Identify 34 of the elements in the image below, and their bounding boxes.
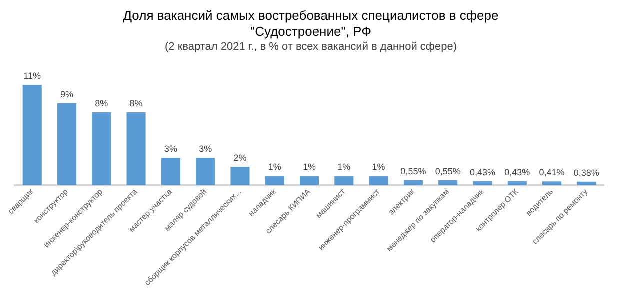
bar — [126, 112, 146, 186]
bar — [196, 158, 216, 186]
data-label: 9% — [60, 89, 74, 100]
data-label: 3% — [164, 144, 178, 154]
bar — [473, 181, 492, 186]
data-label: 0,55% — [400, 166, 426, 176]
bar — [438, 180, 458, 186]
data-label: 11% — [24, 71, 42, 82]
bar — [404, 180, 423, 186]
data-label: 8% — [130, 98, 143, 108]
data-label: 3% — [199, 144, 212, 154]
bar — [161, 158, 180, 186]
bar — [22, 85, 42, 186]
bar — [300, 176, 320, 186]
data-label: 0,38% — [574, 168, 600, 178]
chart-subtitle: (2 квартал 2021 г., в % от всех вакансий в данной сфере) — [164, 40, 458, 54]
data-label: 1% — [268, 162, 282, 172]
bar — [369, 176, 388, 186]
data-label: 0,55% — [435, 166, 461, 176]
bar — [265, 176, 284, 186]
data-label: 1% — [372, 162, 386, 172]
chart-title: Доля вакансий самых востребованных специалистов в сфере "Судостроение", РФ — [122, 8, 500, 40]
data-label: 0,43% — [504, 167, 530, 178]
data-label: 1% — [338, 162, 351, 172]
data-label: 2% — [234, 153, 247, 164]
bar — [57, 103, 77, 186]
bar — [542, 182, 562, 186]
bar — [92, 112, 112, 186]
bar — [230, 167, 250, 186]
bar — [334, 176, 354, 186]
data-label: 0,41% — [539, 168, 565, 178]
data-label: 1% — [303, 162, 316, 172]
data-label: 8% — [95, 98, 108, 108]
data-label: 0,43% — [470, 167, 496, 178]
